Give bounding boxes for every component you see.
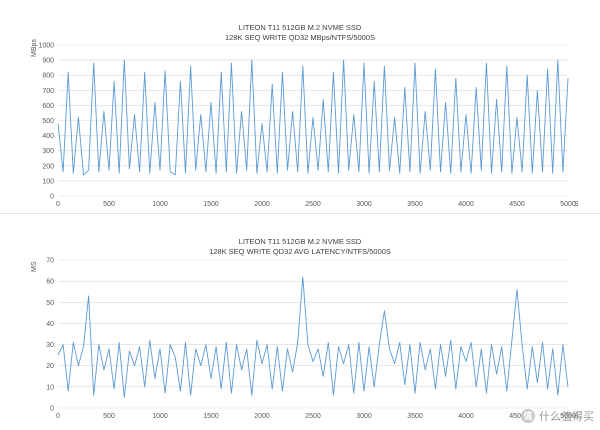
chart-2-xtick-label: 2000 bbox=[254, 413, 270, 420]
chart-2-ytick-label: 60 bbox=[46, 279, 54, 286]
chart-2-ylabel: MS bbox=[31, 261, 38, 272]
chart-1-ytick-label: 700 bbox=[42, 88, 54, 95]
throughput-chart-svg: 0 100 200 300 400 500 600 700 800 900 1000 0 500 1000… bbox=[31, 39, 579, 208]
chart-2-ytick-label: 30 bbox=[46, 342, 54, 349]
chart-1-subtitle: 128K SEQ WRITE QD32 MBps/NTFS/5000S bbox=[224, 33, 376, 42]
watermark-text: 什么值得买 bbox=[539, 411, 594, 423]
chart-1-ytick-label: 1000 bbox=[38, 43, 54, 50]
chart-1-xtick-label: 1500 bbox=[203, 201, 219, 208]
chart-2-ytick-label: 0 bbox=[50, 406, 54, 413]
chart-2-xtick-label: 1500 bbox=[203, 413, 219, 420]
throughput-chart-panel: LITEON T11 512GB M.2 NVME SSD 128K SEQ W… bbox=[0, 0, 600, 212]
chart-1-ytick-label: 300 bbox=[42, 148, 54, 155]
chart-2-ytick-label: 20 bbox=[46, 363, 54, 370]
latency-chart-svg: 0 10 20 30 40 50 60 70 0 500 1000 1500 2000 2500 3000 3… bbox=[31, 258, 579, 421]
chart-2-ytick-label: 40 bbox=[46, 321, 54, 328]
watermark: 值 什么值得买 bbox=[521, 408, 594, 424]
chart-1-xlabel: S bbox=[574, 201, 579, 208]
chart-2-xtick-label: 0 bbox=[56, 413, 60, 420]
chart-2-xlabel: S bbox=[574, 413, 579, 420]
chart-1-ytick-label: 100 bbox=[42, 178, 54, 185]
chart-2-xtick-label: 1000 bbox=[152, 413, 168, 420]
chart-1-xtick-label: 500 bbox=[103, 201, 115, 208]
chart-2-xtick-label: 500 bbox=[103, 413, 115, 420]
chart-1-xtick-label: 3000 bbox=[356, 201, 372, 208]
chart-1-ytick-label: 900 bbox=[42, 58, 54, 65]
watermark-logo-icon: 值 bbox=[521, 409, 535, 423]
chart-1-ytick-label: 600 bbox=[42, 103, 54, 110]
chart-1-xtick-label: 0 bbox=[56, 201, 60, 208]
chart-1-ytick-label: 400 bbox=[42, 133, 54, 140]
chart-2-xtick-label: 4000 bbox=[458, 413, 474, 420]
chart-2-xtick-label: 2500 bbox=[305, 413, 321, 420]
chart-2-ytick-label: 10 bbox=[46, 384, 54, 391]
chart-2-xtick-label: 4500 bbox=[509, 413, 525, 420]
chart-1-xtick-label: 4500 bbox=[509, 201, 525, 208]
chart-1-xtick-label: 5000 bbox=[560, 201, 576, 208]
chart-2-title: LITEON T11 512GB M.2 NVME SSD bbox=[238, 237, 362, 246]
chart-1-ytick-label: 500 bbox=[42, 118, 54, 125]
chart-1-xtick-label: 1000 bbox=[152, 201, 168, 208]
chart-2-subtitle: 128K SEQ WRITE QD32 AVG LATENCY/NTFS/500… bbox=[209, 247, 391, 256]
chart-1-ylabel: MBps bbox=[31, 39, 38, 57]
chart-2-xtick-label: 3500 bbox=[407, 413, 423, 420]
chart-1-ytick-label: 800 bbox=[42, 73, 54, 80]
chart-2-ytick-label: 50 bbox=[46, 300, 54, 307]
chart-1-xtick-label: 4000 bbox=[458, 201, 474, 208]
chart-1-xtick-label: 3500 bbox=[407, 201, 423, 208]
chart-1-xtick-label: 2500 bbox=[305, 201, 321, 208]
chart-1-ytick-label: 200 bbox=[42, 163, 54, 170]
chart-1-title: LITEON T11 512GB M.2 NVME SSD bbox=[238, 23, 362, 32]
panel-divider bbox=[0, 213, 600, 214]
chart-2-ytick-label: 70 bbox=[46, 258, 54, 265]
chart-1-series-line-0 bbox=[57, 59, 569, 176]
chart-2-xtick-label: 5000 bbox=[560, 413, 576, 420]
chart-1-xtick-label: 2000 bbox=[254, 201, 270, 208]
chart-2-xtick-label: 3000 bbox=[356, 413, 372, 420]
chart-2-series-line-0 bbox=[57, 276, 569, 398]
latency-chart-panel: LITEON T11 512GB M.2 NVME SSD 128K SEQ W… bbox=[0, 216, 600, 430]
chart-1-ytick-label: 0 bbox=[50, 194, 54, 201]
